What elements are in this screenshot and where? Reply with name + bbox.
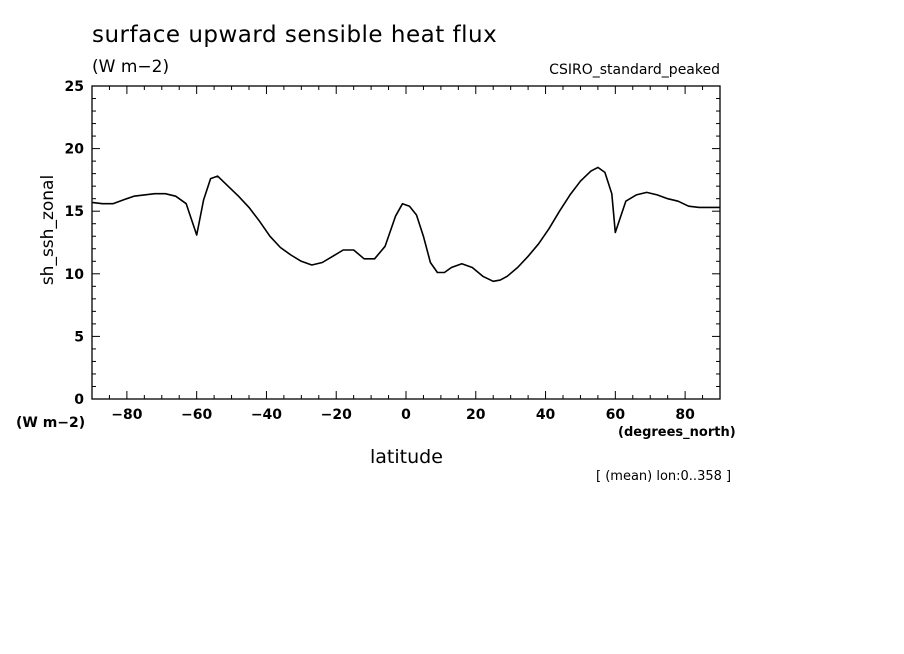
y-tick-label: 5 (74, 329, 84, 345)
y-tick-label: 15 (65, 204, 84, 220)
x-tick-label: 20 (466, 407, 486, 423)
x-tick-label: 40 (536, 407, 556, 423)
model-label: CSIRO_standard_peaked (549, 62, 720, 78)
x-axis-label: latitude (370, 446, 443, 468)
y-tick-label: 10 (65, 267, 85, 283)
x-tick-label: −60 (181, 407, 212, 423)
x-tick-label: 60 (606, 407, 626, 423)
chart-title: surface upward sensible heat flux (92, 22, 498, 48)
y-tick-label: 20 (65, 142, 85, 158)
averaging-note: [ (mean) lon:0..358 ] (596, 469, 732, 484)
plot-frame (91, 85, 721, 400)
x-tick-label: −40 (251, 407, 282, 423)
x-axis-units: (degrees_north) (618, 425, 736, 440)
chart-units: (W m−2) (92, 57, 170, 77)
y-tick-label: 25 (65, 79, 84, 95)
y-axis-units: (W m−2) (16, 415, 86, 431)
x-tick-label: 0 (401, 407, 411, 423)
x-tick-label: −20 (321, 407, 352, 423)
x-tick-label: 80 (675, 407, 695, 423)
y-tick-label: 0 (74, 392, 84, 408)
x-tick-label: −80 (111, 407, 142, 423)
series-line (91, 166, 720, 283)
